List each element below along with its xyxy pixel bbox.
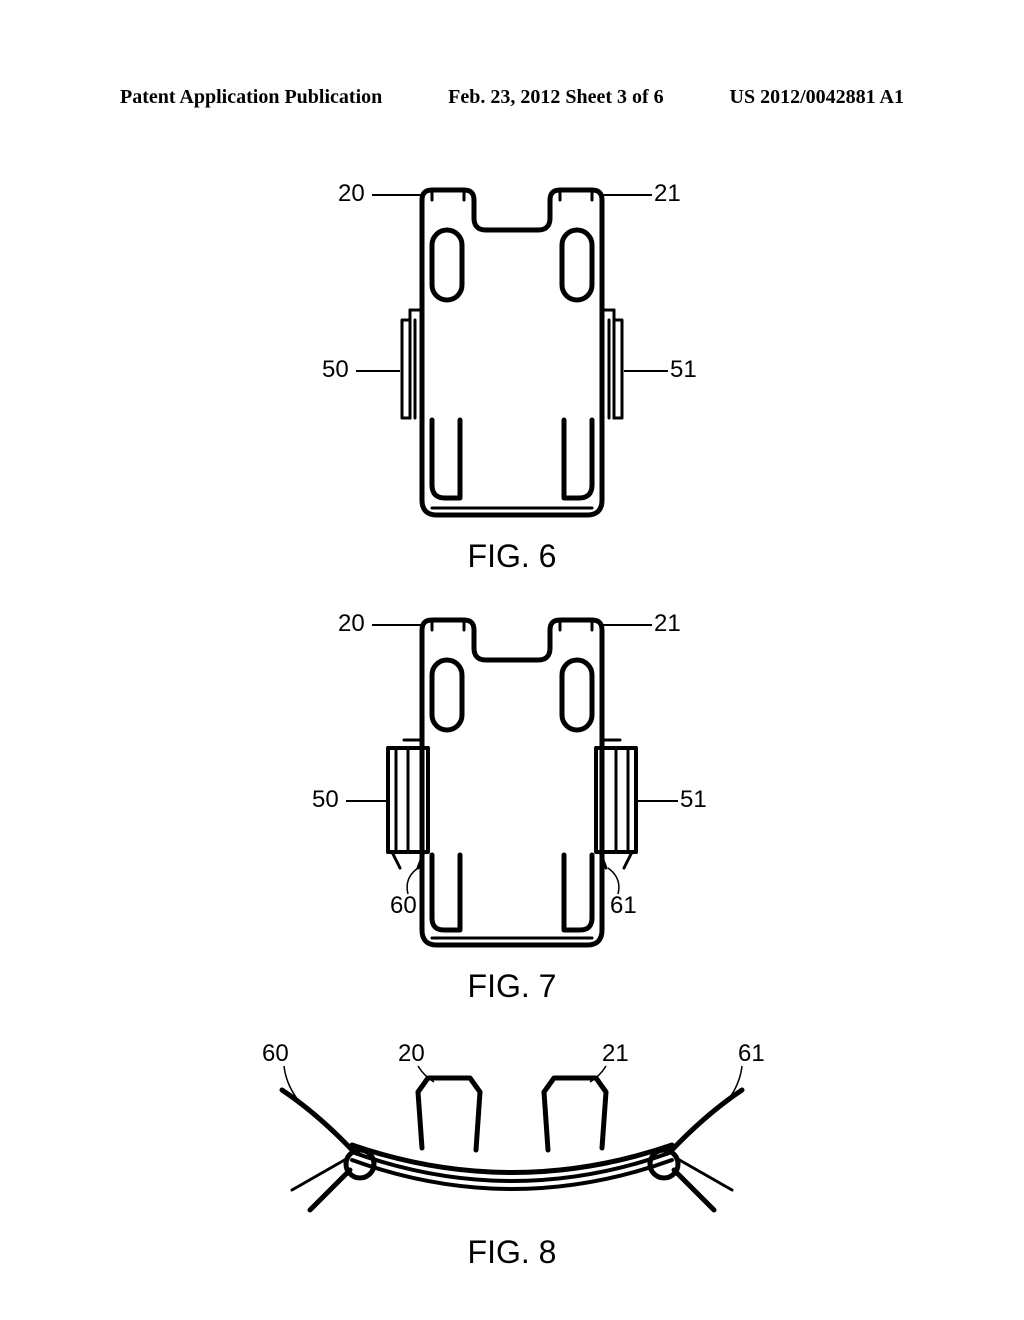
fig6-svg [302,170,722,530]
lead-21 [586,1064,610,1086]
fig7-svg [292,600,732,960]
fig8-label: FIG. 8 [222,1234,802,1271]
header-center: Feb. 23, 2012 Sheet 3 of 6 [448,86,664,109]
lead-20 [414,1064,438,1086]
page-header: Patent Application Publication Feb. 23, … [0,86,1024,109]
lead-61 [600,866,626,896]
ref-61: 61 [610,892,637,920]
fig6-label: FIG. 6 [302,538,722,575]
lead-20 [372,194,422,196]
lead-21 [602,624,652,626]
lead-51 [624,370,668,372]
lead-21 [602,194,652,196]
lead-50 [346,800,386,802]
header-left: Patent Application Publication [120,86,382,109]
ref-20: 20 [338,180,365,208]
fig8-drawing: 60 20 21 61 [222,1040,802,1230]
lead-60 [276,1064,306,1104]
fig7-label: FIG. 7 [292,968,732,1005]
fig7-drawing: 20 21 50 51 60 61 [292,600,732,960]
figure-6: 20 21 50 51 FIG. 6 [302,170,722,575]
lead-61 [720,1064,750,1104]
ref-50: 50 [312,786,339,814]
lead-60 [400,866,426,896]
figure-8: 60 20 21 61 FIG. 8 [222,1040,802,1271]
ref-50: 50 [322,356,349,384]
ref-20: 20 [338,610,365,638]
fig6-drawing: 20 21 50 51 [302,170,722,530]
lead-51 [638,800,678,802]
fig8-svg [222,1040,802,1230]
ref-60: 60 [390,892,417,920]
ref-21: 21 [654,610,681,638]
ref-51: 51 [670,356,697,384]
lead-50 [356,370,400,372]
figure-7: 20 21 50 51 60 61 FIG. 7 [292,600,732,1005]
ref-51: 51 [680,786,707,814]
ref-21: 21 [654,180,681,208]
lead-20 [372,624,422,626]
header-right: US 2012/0042881 A1 [730,86,904,109]
